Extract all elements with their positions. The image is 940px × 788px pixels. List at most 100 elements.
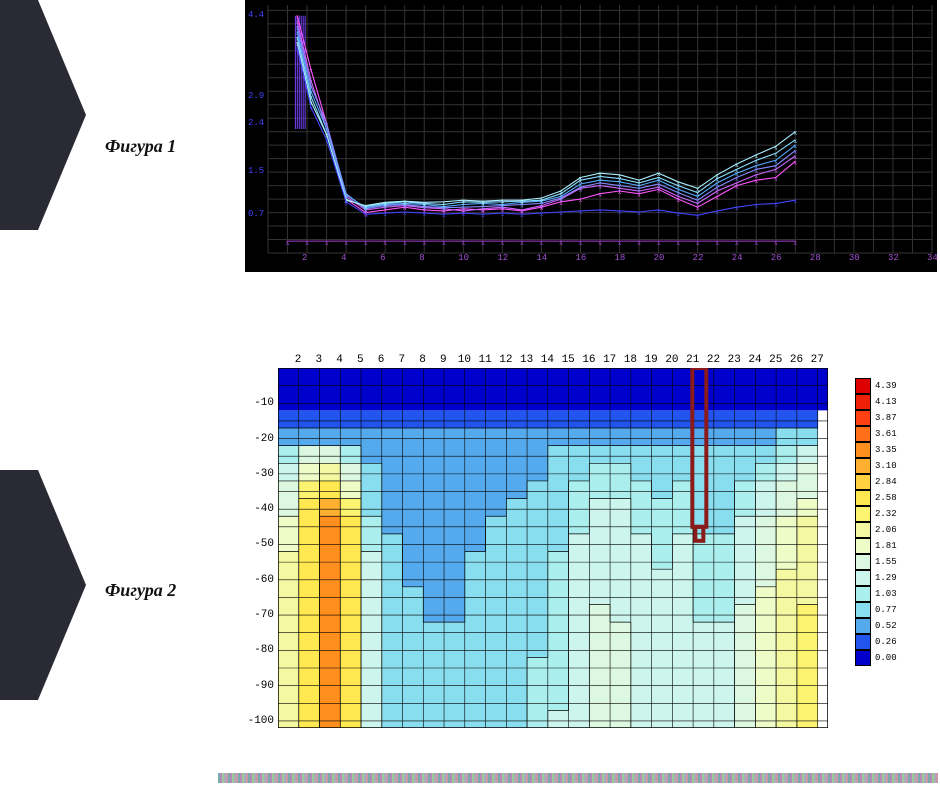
x-tick-label: 10 <box>458 354 471 366</box>
svg-text:x: x <box>364 211 368 219</box>
svg-text:x: x <box>637 209 641 217</box>
x-tick-label: 28 <box>810 254 821 263</box>
svg-text:x: x <box>442 211 446 219</box>
svg-text:x: x <box>657 170 661 178</box>
svg-text:x: x <box>579 196 583 204</box>
x-tick-label: 9 <box>440 354 447 366</box>
x-tick-label: 27 <box>811 354 824 366</box>
x-tick-label: 13 <box>520 354 533 366</box>
y-tick-label: 2.4 <box>248 119 264 128</box>
x-tick-label: 16 <box>575 254 586 263</box>
y-tick-label: 2.9 <box>248 92 264 101</box>
svg-text:x: x <box>735 204 739 212</box>
svg-text:x: x <box>774 150 778 158</box>
svg-text:x: x <box>637 177 641 185</box>
svg-text:x: x <box>774 200 778 208</box>
svg-text:x: x <box>735 161 739 169</box>
colorbar-label: 1.03 <box>875 589 897 599</box>
svg-text:x: x <box>715 238 719 247</box>
svg-text:x: x <box>296 45 300 53</box>
colorbar-label: 3.61 <box>875 429 897 439</box>
colorbar-label: 0.26 <box>875 637 897 647</box>
x-tick-label: 7 <box>399 354 406 366</box>
svg-text:x: x <box>618 208 622 216</box>
svg-text:x: x <box>696 238 700 247</box>
colorbar-label: 2.84 <box>875 477 897 487</box>
svg-text:x: x <box>735 238 739 247</box>
y-tick-label: 1.5 <box>248 167 264 176</box>
svg-text:x: x <box>696 212 700 220</box>
figure-1-plot: x x x x x x x x x x x x x x x x x x x x x x x x x x x x x x x x x x x x x x x x… <box>246 1 936 271</box>
x-tick-label: 8 <box>419 354 426 366</box>
x-tick-label: 18 <box>615 254 626 263</box>
svg-text:x: x <box>481 211 485 219</box>
x-tick-label: 24 <box>748 354 761 366</box>
svg-text:x: x <box>598 170 602 178</box>
svg-text:x: x <box>676 238 680 247</box>
colorbar-swatch <box>855 474 871 490</box>
svg-text:x: x <box>676 179 680 187</box>
y-tick-label: -60 <box>246 574 274 586</box>
svg-text:x: x <box>540 210 544 218</box>
x-tick-label: 5 <box>357 354 364 366</box>
svg-text:x: x <box>422 210 426 218</box>
colorbar-swatch <box>855 378 871 394</box>
svg-text:x: x <box>637 238 641 247</box>
svg-text:x: x <box>344 199 348 207</box>
svg-text:x: x <box>481 238 485 247</box>
x-tick-label: 12 <box>499 354 512 366</box>
svg-text:x: x <box>364 238 368 247</box>
colorbar-swatch <box>855 458 871 474</box>
svg-text:x: x <box>559 209 563 217</box>
svg-text:x: x <box>364 203 368 211</box>
svg-text:x: x <box>774 238 778 247</box>
svg-text:x: x <box>754 238 758 247</box>
svg-text:x: x <box>500 238 504 247</box>
x-tick-label: 26 <box>790 354 803 366</box>
x-tick-label: 2 <box>295 354 302 366</box>
colorbar-swatch <box>855 394 871 410</box>
x-tick-label: 20 <box>654 254 665 263</box>
svg-text:x: x <box>774 143 778 151</box>
svg-text:x: x <box>539 238 543 247</box>
svg-text:x: x <box>309 104 313 112</box>
svg-text:x: x <box>618 172 622 180</box>
svg-text:x: x <box>598 238 602 247</box>
x-tick-label: 14 <box>536 254 547 263</box>
x-tick-label: 4 <box>336 354 343 366</box>
x-tick-label: 4 <box>341 254 346 263</box>
y-tick-label: 4.4 <box>248 11 264 20</box>
svg-text:x: x <box>774 157 778 165</box>
pointer-1 <box>0 0 86 230</box>
y-tick-label: -20 <box>246 433 274 445</box>
x-tick-label: 12 <box>497 254 508 263</box>
svg-text:x: x <box>715 172 719 180</box>
figure-1-chart: x x x x x x x x x x x x x x x x x x x x x x x x x x x x x x x x x x x x x x x x… <box>245 0 937 272</box>
svg-text:x: x <box>676 210 680 218</box>
y-tick-label: -40 <box>246 503 274 515</box>
svg-text:x: x <box>794 129 798 137</box>
x-tick-label: 8 <box>419 254 424 263</box>
y-tick-label: -100 <box>246 715 274 727</box>
colorbar-swatch <box>855 538 871 554</box>
svg-text:x: x <box>305 238 309 247</box>
colorbar-swatch <box>855 586 871 602</box>
x-tick-label: 18 <box>624 354 637 366</box>
svg-text:x: x <box>715 208 719 216</box>
figure-2-plot <box>278 368 828 728</box>
x-tick-label: 22 <box>707 354 720 366</box>
x-tick-label: 15 <box>562 354 575 366</box>
colorbar-swatch <box>855 602 871 618</box>
svg-text:x: x <box>657 238 661 247</box>
colorbar-swatch <box>855 506 871 522</box>
colorbar-label: 0.00 <box>875 653 897 663</box>
colorbar-swatch <box>855 522 871 538</box>
svg-text:x: x <box>578 238 582 247</box>
x-tick-label: 17 <box>603 354 616 366</box>
x-tick-label: 21 <box>686 354 699 366</box>
colorbar-label: 3.10 <box>875 461 897 471</box>
svg-text:x: x <box>598 207 602 215</box>
svg-text:x: x <box>579 208 583 216</box>
colorbar-label: 1.55 <box>875 557 897 567</box>
page: { "geom":{"width":940,"height":788}, "po… <box>0 0 940 788</box>
